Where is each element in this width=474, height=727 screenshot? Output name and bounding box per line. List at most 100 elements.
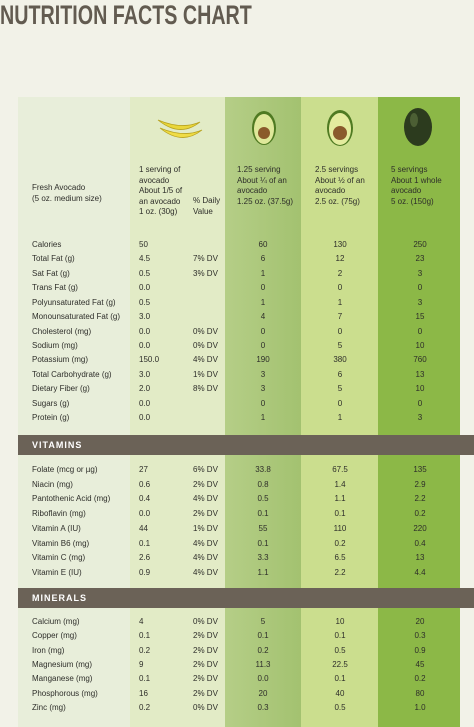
cell-value: 0 — [337, 326, 343, 336]
cell-value: 0 — [337, 398, 343, 408]
cell-value: 0.8 — [257, 479, 269, 489]
row-label: Potassium (mg) — [32, 355, 89, 365]
row-label: Calories — [32, 240, 62, 249]
row-label: Pantothenic Acid (mg) — [32, 494, 111, 504]
column-header: % Daily — [193, 196, 221, 205]
title: NUTRITION FACTS CHART — [0, 0, 252, 30]
cell-value: 4.4 — [414, 567, 426, 577]
cell-value: 0.1 — [257, 509, 269, 519]
cell-value: 0% DV — [193, 702, 218, 712]
row-label: Total Carbohydrate (g) — [32, 369, 112, 379]
cell-value: 0% DV — [193, 340, 218, 350]
cell-value: 1.4 — [334, 479, 346, 489]
cell-value: 4 — [260, 312, 266, 322]
cell-value: 3 — [417, 413, 423, 423]
section-bar: MINERALS — [18, 588, 474, 608]
cell-value: 10 — [415, 384, 425, 394]
column-header: 1.25 oz. (37.5g) — [237, 196, 294, 206]
row-label: Polyunsaturated Fat (g) — [32, 297, 116, 307]
row-label: Cholesterol (mg) — [32, 326, 92, 336]
section-bar: VITAMINS — [18, 435, 474, 455]
cell-value: 0.2 — [257, 645, 269, 655]
panel-serving-2 — [225, 97, 301, 727]
cell-value: 1% DV — [193, 523, 218, 533]
row-label: Niacin (mg) — [32, 479, 73, 489]
row-label: Manganese (mg) — [32, 674, 93, 684]
cell-value: 10 — [415, 340, 425, 350]
cell-value: 5 — [337, 384, 343, 394]
row-label: Total Fat (g) — [32, 254, 75, 264]
cell-value: 3 — [260, 369, 266, 379]
cell-value: 0.4 — [139, 494, 151, 504]
cell-value: 0.1 — [257, 538, 269, 548]
row-label: Trans Fat (g) — [32, 283, 78, 293]
cell-value: 2% DV — [193, 659, 218, 669]
cell-value: 2% DV — [193, 645, 218, 655]
panel-serving-3 — [301, 97, 378, 727]
cell-value: 7 — [337, 312, 343, 322]
column-header: 2.5 oz. (75g) — [315, 196, 360, 206]
row-label: Magnesium (mg) — [32, 659, 93, 669]
cell-value: 2% DV — [193, 688, 218, 698]
column-header: (5 oz. medium size) — [32, 193, 102, 203]
cell-value: 0 — [260, 326, 266, 336]
banana-icon — [157, 119, 203, 138]
row-label: Iron (mg) — [32, 645, 65, 655]
cell-value: 220 — [413, 523, 427, 533]
avocado-quarter-icon — [252, 111, 276, 145]
cell-value: 0.0 — [139, 326, 151, 336]
cell-value: 0 — [417, 398, 423, 408]
cell-value: 1% DV — [193, 369, 218, 379]
cell-value: 2% DV — [193, 674, 218, 684]
cell-value: 0.0 — [257, 674, 269, 684]
row-label: Sodium (mg) — [32, 340, 78, 350]
cell-value: 60 — [258, 240, 268, 249]
cell-value: 80 — [415, 688, 425, 698]
section-heading: MINERALS — [32, 593, 87, 603]
cell-value: 22.5 — [332, 659, 348, 669]
cell-value: 130 — [333, 240, 347, 249]
avocado-half-icon — [327, 110, 353, 146]
panel-serving-4 — [378, 97, 460, 727]
cell-value: 6.5 — [334, 553, 346, 563]
cell-value: 4% DV — [193, 553, 218, 563]
cell-value: 250 — [413, 240, 427, 249]
cell-value: 150.0 — [139, 355, 160, 365]
cell-value: 8% DV — [193, 384, 218, 394]
cell-value: 0.1 — [139, 631, 151, 641]
column-header: About ½ of an — [315, 175, 365, 185]
row-label: Protein (g) — [32, 413, 70, 423]
cell-value: 16 — [139, 688, 148, 698]
cell-value: 4 — [139, 617, 144, 626]
cell-value: 0.2 — [414, 509, 426, 519]
cell-value: 0.4 — [414, 538, 426, 548]
cell-value: 0.2 — [139, 702, 151, 712]
cell-value: 0.5 — [139, 268, 151, 278]
avocado-whole-icon — [404, 108, 432, 146]
column-header: 5 oz. (150g) — [391, 196, 434, 206]
cell-value: 13 — [415, 369, 425, 379]
cell-value: 0.2 — [334, 538, 346, 548]
row-label: Folate (mcg or µg) — [32, 465, 98, 474]
row-label: Vitamin A (IU) — [32, 523, 81, 533]
cell-value: 3 — [260, 384, 266, 394]
cell-value: 0.6 — [139, 479, 151, 489]
cell-value: 2.9 — [414, 479, 426, 489]
section-heading: VITAMINS — [32, 440, 83, 450]
cell-value: 27 — [139, 465, 148, 474]
cell-value: 6% DV — [193, 465, 218, 474]
column-header: About 1/5 of — [139, 186, 183, 195]
cell-value: 1 — [260, 413, 266, 423]
cell-value: 0.1 — [139, 538, 151, 548]
cell-value: 3.0 — [139, 369, 151, 379]
cell-value: 40 — [335, 688, 345, 698]
cell-value: 0.0 — [139, 340, 151, 350]
cell-value: 13 — [415, 553, 425, 563]
cell-value: 2% DV — [193, 509, 218, 519]
row-label: Vitamin E (IU) — [32, 567, 82, 577]
cell-value: 1.1 — [257, 567, 269, 577]
column-header: About ¼ of an — [237, 175, 287, 185]
row-label: Phosphorous (mg) — [32, 688, 98, 698]
cell-value: 2.6 — [139, 553, 151, 563]
